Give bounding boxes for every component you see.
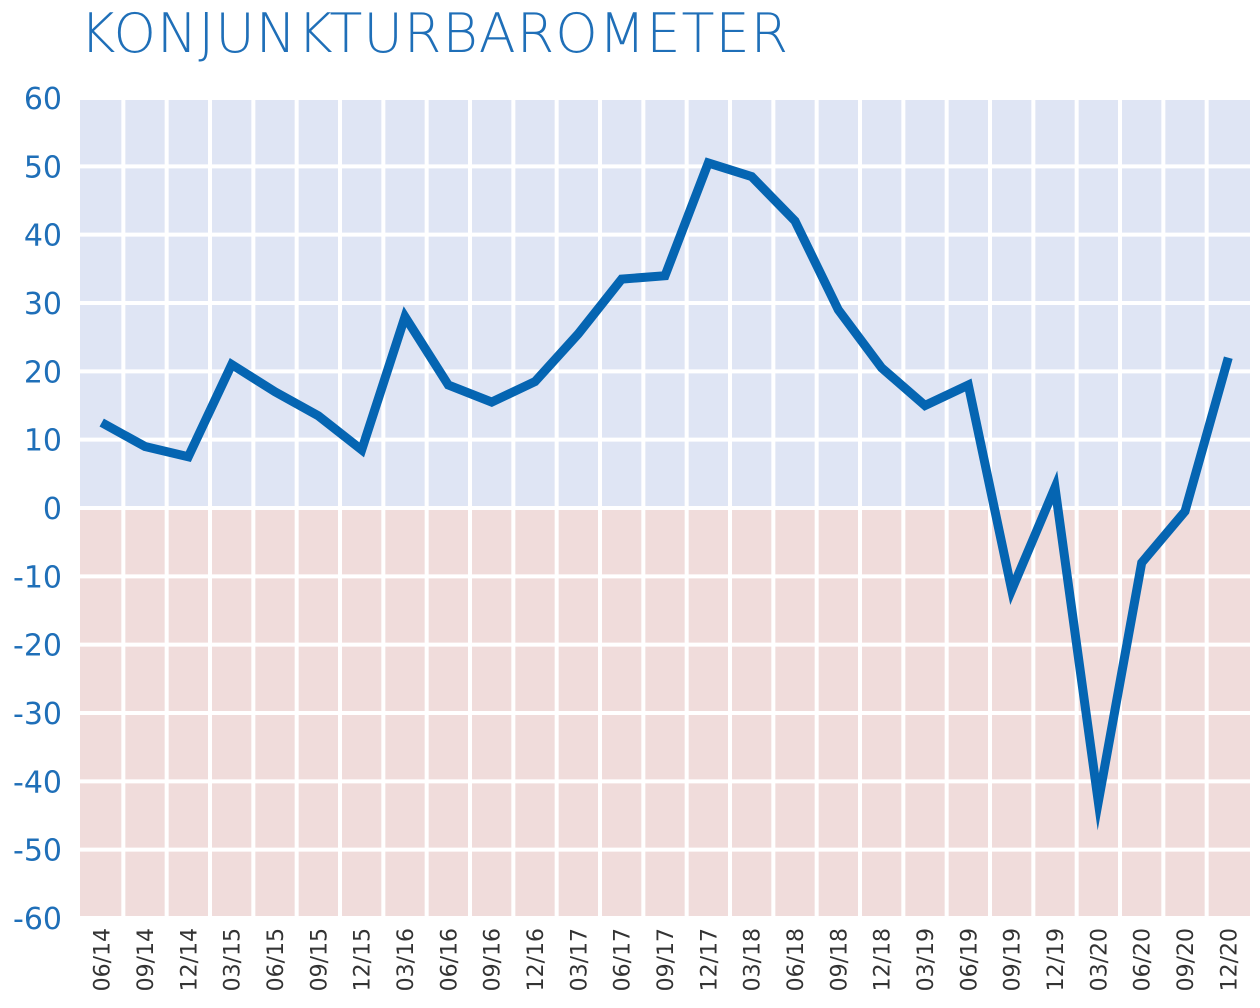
y-tick-label: 10 [24, 424, 62, 459]
x-tick-label: 06/17 [611, 928, 636, 991]
x-tick-label: 03/15 [221, 928, 246, 991]
y-tick-label: 40 [24, 219, 62, 254]
x-tick-label: 12/14 [177, 928, 202, 991]
x-tick-label: 03/18 [741, 928, 766, 991]
y-tick-label: 60 [24, 82, 62, 117]
x-tick-label: 03/20 [1087, 928, 1112, 991]
x-tick-label: 09/20 [1174, 928, 1199, 991]
x-tick-label: 06/14 [91, 928, 116, 991]
x-tick-label: 12/20 [1217, 928, 1242, 991]
series-layer [99, 157, 1233, 831]
x-tick-label: 09/17 [654, 928, 679, 991]
y-tick-label: -10 [13, 560, 62, 595]
x-tick-label: 12/18 [871, 928, 896, 991]
y-tick-label: -30 [13, 697, 62, 732]
y-tick-label: -20 [13, 629, 62, 664]
y-tick-label: -60 [13, 902, 62, 937]
x-tick-label: 03/16 [394, 928, 419, 991]
chart-title: KONJUNKTURBAROMETER [80, 2, 790, 65]
x-tick-label: 09/14 [134, 928, 159, 991]
x-tick-label: 12/19 [1044, 928, 1069, 991]
x-tick-label: 12/17 [697, 928, 722, 991]
y-tick-label: -40 [13, 765, 62, 800]
y-tick-label: 30 [24, 287, 62, 322]
x-tick-label: 12/16 [524, 928, 549, 991]
x-tick-label: 06/18 [784, 928, 809, 991]
x-tick-label: 06/19 [957, 928, 982, 991]
y-axis-ticks: 60 50 40 30 20 10 0 -10 -20 -30 -40 -50 -60 [13, 82, 62, 937]
x-tick-label: 09/15 [307, 928, 332, 991]
y-tick-label: 20 [24, 355, 62, 390]
grid-lines [80, 96, 1250, 920]
x-tick-label: 06/15 [264, 928, 289, 991]
x-tick-label: 09/19 [1001, 928, 1026, 991]
x-tick-label: 06/16 [437, 928, 462, 991]
x-tick-label: 12/15 [351, 928, 376, 991]
x-tick-label: 03/19 [914, 928, 939, 991]
x-tick-label: 06/20 [1131, 928, 1156, 991]
x-axis-ticks: 06/14 09/14 12/14 03/15 06/15 09/15 12/15 03/16… [91, 928, 1243, 991]
x-tick-label: 09/16 [481, 928, 506, 991]
y-tick-label: 50 [24, 150, 62, 185]
y-tick-label: 0 [43, 492, 62, 527]
x-tick-label: 09/18 [827, 928, 852, 991]
x-tick-label: 03/17 [567, 928, 592, 991]
y-tick-label: -50 [13, 834, 62, 869]
